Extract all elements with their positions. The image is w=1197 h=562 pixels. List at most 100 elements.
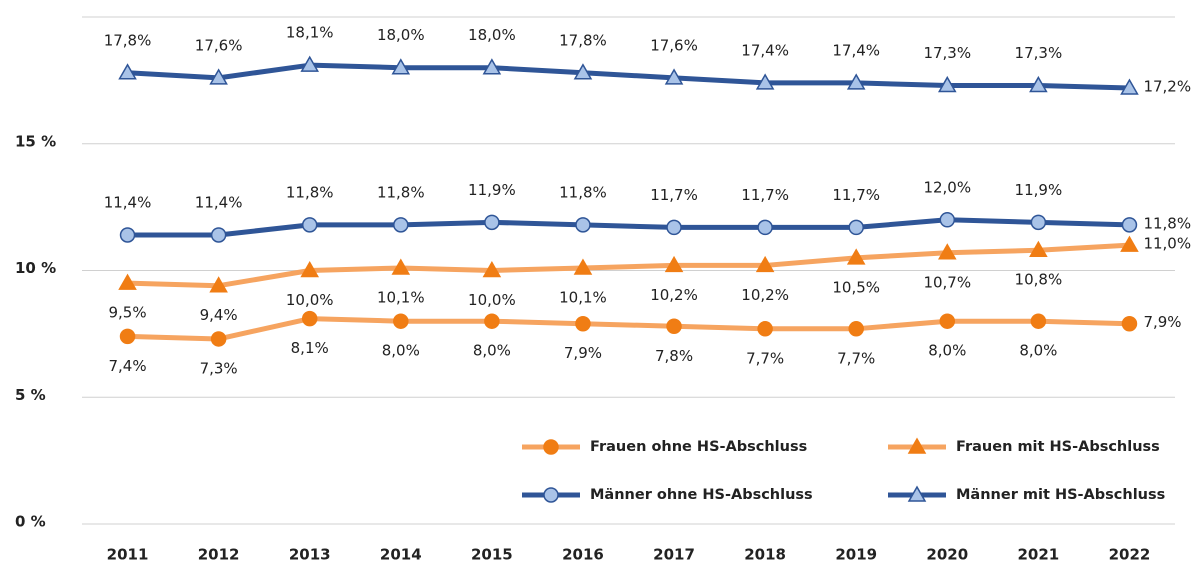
marker xyxy=(210,331,227,347)
data-label: 10,5% xyxy=(832,278,880,296)
line xyxy=(127,62,1130,91)
data-label: 11,7% xyxy=(741,186,789,204)
legend-label: Männer ohne HS-Abschluss xyxy=(590,487,813,503)
data-label: 10,7% xyxy=(923,273,971,291)
data-label: 11,8% xyxy=(559,183,607,201)
data-label: 18,0% xyxy=(377,26,425,44)
marker xyxy=(209,68,228,85)
marker xyxy=(573,258,593,275)
marker xyxy=(848,321,864,337)
x-tick-label: 2014 xyxy=(380,546,422,562)
line xyxy=(127,316,1130,342)
data-label: 10,0% xyxy=(468,291,516,309)
data-label: 10,0% xyxy=(286,291,334,309)
y-tick-label: 0 % xyxy=(15,513,46,531)
marker xyxy=(1121,217,1138,233)
x-tick-label: 2019 xyxy=(835,546,877,562)
marker xyxy=(755,255,775,273)
marker xyxy=(937,75,957,93)
data-label: 10,2% xyxy=(741,286,789,304)
line xyxy=(127,217,1130,238)
marker xyxy=(119,328,136,345)
data-label: 11,4% xyxy=(104,194,152,212)
marker xyxy=(575,315,591,332)
marker xyxy=(484,313,500,329)
data-label: 7,4% xyxy=(108,357,146,375)
marker xyxy=(664,255,684,273)
data-label: 11,7% xyxy=(832,186,880,204)
marker xyxy=(391,58,411,75)
marker xyxy=(484,214,500,231)
legend-label: Frauen mit HS-Abschluss xyxy=(956,439,1160,455)
marker xyxy=(1120,235,1139,252)
marker xyxy=(391,258,411,275)
data-label: 8,0% xyxy=(473,342,511,360)
x-tick-label: 2018 xyxy=(744,546,786,562)
data-label: 17,3% xyxy=(1015,44,1063,62)
marker xyxy=(119,227,136,243)
data-label: 11,0% xyxy=(1143,235,1191,253)
marker xyxy=(1029,75,1048,93)
marker xyxy=(937,243,957,260)
x-tick-label: 2013 xyxy=(289,546,331,562)
marker xyxy=(1121,315,1138,332)
marker xyxy=(301,310,318,327)
marker xyxy=(757,321,773,337)
legend-marker xyxy=(907,485,927,502)
marker xyxy=(755,73,775,90)
marker xyxy=(666,318,682,335)
legend-marker xyxy=(543,439,559,455)
marker xyxy=(757,219,773,236)
marker xyxy=(573,63,593,80)
data-label: 8,0% xyxy=(1019,342,1057,360)
data-label: 17,8% xyxy=(104,31,152,49)
marker xyxy=(300,55,320,72)
data-label: 11,8% xyxy=(377,183,425,201)
marker xyxy=(1030,313,1047,329)
x-tick-label: 2015 xyxy=(471,546,513,562)
x-tick-label: 2020 xyxy=(926,546,968,562)
marker xyxy=(939,212,956,228)
x-tick-label: 2012 xyxy=(198,546,240,562)
marker xyxy=(1029,240,1048,257)
marker xyxy=(666,219,682,236)
marker xyxy=(939,313,956,329)
x-tick-label: 2022 xyxy=(1109,546,1151,562)
legend-label: Frauen ohne HS-Abschluss xyxy=(590,439,807,455)
marker xyxy=(210,227,227,243)
data-label: 7,7% xyxy=(837,349,875,367)
data-label: 10,1% xyxy=(559,288,607,306)
marker xyxy=(300,260,320,278)
data-label: 9,4% xyxy=(200,306,238,324)
data-label: 7,8% xyxy=(655,347,693,365)
marker xyxy=(393,217,409,233)
marker xyxy=(482,58,502,75)
data-label: 12,0% xyxy=(923,178,971,196)
data-label: 8,1% xyxy=(291,339,329,357)
marker xyxy=(846,73,866,90)
data-label: 10,2% xyxy=(650,286,698,304)
line xyxy=(127,242,1130,289)
marker xyxy=(209,276,228,293)
data-label: 17,3% xyxy=(923,44,971,62)
data-label: 17,6% xyxy=(650,36,698,54)
data-label: 17,4% xyxy=(832,41,880,59)
marker xyxy=(1030,214,1047,231)
marker xyxy=(301,217,318,233)
data-label: 11,9% xyxy=(468,181,516,199)
legend-marker xyxy=(543,487,559,503)
data-label: 11,8% xyxy=(1143,214,1191,232)
data-label: 7,3% xyxy=(200,359,238,377)
y-tick-label: 10 % xyxy=(15,259,56,277)
y-tick-label: 15 % xyxy=(15,132,56,150)
marker xyxy=(393,313,409,329)
data-label: 11,9% xyxy=(1015,181,1063,199)
data-label: 7,7% xyxy=(746,349,784,367)
data-label: 9,5% xyxy=(108,304,146,322)
data-label: 11,8% xyxy=(286,183,334,201)
data-label: 17,4% xyxy=(741,41,789,59)
data-label: 18,1% xyxy=(286,24,334,42)
data-label: 8,0% xyxy=(382,342,420,360)
data-label: 10,8% xyxy=(1015,271,1063,289)
